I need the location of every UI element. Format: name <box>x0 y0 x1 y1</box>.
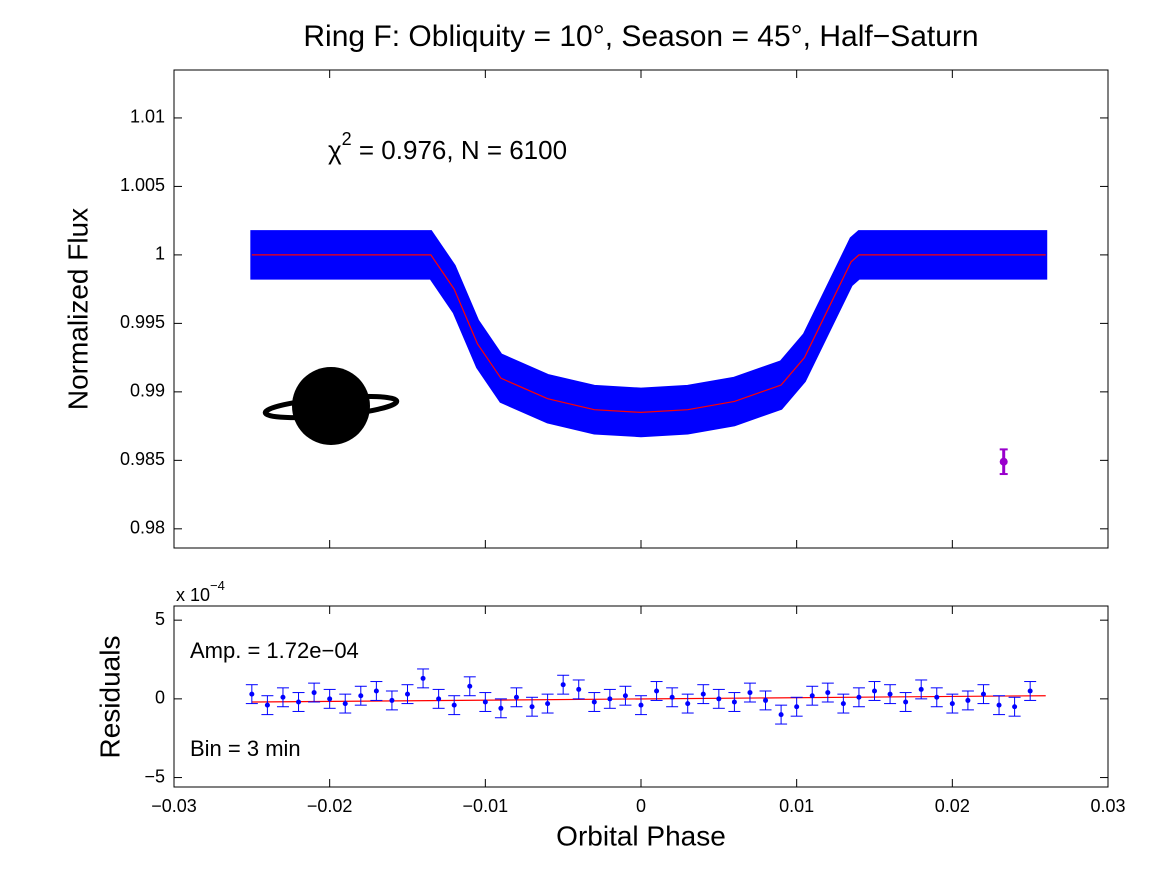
y-axis-label: Normalized Flux <box>62 208 93 410</box>
x-tick-label: −0.02 <box>307 796 353 816</box>
point <box>358 693 364 699</box>
point <box>622 693 628 699</box>
point <box>980 691 986 697</box>
point <box>872 688 877 694</box>
point <box>763 697 769 703</box>
point <box>327 696 333 702</box>
point <box>996 702 1002 708</box>
point <box>638 702 644 708</box>
point <box>669 694 675 700</box>
y-tick-label: 0.98 <box>130 518 165 538</box>
x-tick-label: 0.01 <box>779 796 814 816</box>
x-axis-label: Orbital Phase <box>556 820 726 851</box>
y-tick-label: 0 <box>155 688 165 708</box>
point <box>1027 688 1033 694</box>
multiplier-exponent: −4 <box>210 578 225 593</box>
point <box>342 701 348 707</box>
model-line <box>251 695 1046 703</box>
point <box>654 688 660 694</box>
point <box>999 457 1008 466</box>
y-tick-label: 0.985 <box>120 449 165 469</box>
y-tick-label: 1.01 <box>130 107 165 127</box>
x-tick-label: 0 <box>636 796 646 816</box>
point <box>809 693 815 699</box>
point <box>420 675 426 681</box>
x-tick-label: −0.03 <box>151 796 197 816</box>
point <box>794 704 800 710</box>
point <box>576 686 582 692</box>
point <box>903 699 909 705</box>
multiplier-base: x 10 <box>176 585 210 605</box>
x-tick-label: 0.02 <box>935 796 970 816</box>
point <box>700 691 706 697</box>
point <box>856 694 862 700</box>
point <box>747 690 753 696</box>
point <box>311 690 317 696</box>
point <box>280 694 286 700</box>
annotation-superscript: 2 <box>342 129 352 149</box>
point <box>451 702 457 708</box>
point <box>949 701 955 707</box>
point <box>778 712 784 718</box>
point <box>825 690 831 696</box>
y-tick-label: 0.99 <box>130 381 165 401</box>
point <box>264 702 270 708</box>
annotation: Bin = 3 min <box>190 736 301 761</box>
point <box>249 691 255 697</box>
point <box>498 705 504 711</box>
point <box>607 696 613 702</box>
annotation: Amp. = 1.72e−04 <box>190 638 359 663</box>
planet <box>292 367 370 445</box>
y-tick-label: 0.995 <box>120 312 165 332</box>
point <box>591 699 597 705</box>
point <box>965 697 971 703</box>
point <box>731 699 737 705</box>
point <box>840 701 846 707</box>
point <box>934 694 940 700</box>
y-tick-label: −5 <box>144 766 165 786</box>
point <box>436 696 442 702</box>
y-axis-label: Residuals <box>94 636 125 759</box>
y-tick-label: 1 <box>155 244 165 264</box>
point <box>918 686 924 692</box>
point <box>716 696 722 702</box>
point <box>513 694 519 700</box>
point <box>482 699 488 705</box>
annotation-symbol: χ <box>328 135 342 165</box>
model-line <box>251 254 1046 414</box>
point <box>389 697 395 703</box>
point <box>685 701 691 707</box>
annotation-text: = 0.976, N = 6100 <box>352 135 567 165</box>
point <box>405 691 410 697</box>
x-tick-label: 0.03 <box>1090 796 1125 816</box>
point <box>467 683 473 689</box>
point <box>529 704 535 710</box>
y-tick-label: 1.005 <box>120 175 165 195</box>
y-tick-label: 5 <box>155 609 165 629</box>
x-tick-label: −0.01 <box>463 796 509 816</box>
y-multiplier: x 10−4 <box>176 578 225 604</box>
point <box>545 701 551 707</box>
point <box>887 691 893 697</box>
point <box>373 688 379 694</box>
chart-title: Ring F: Obliquity = 10°, Season = 45°, H… <box>303 20 978 53</box>
point <box>1012 704 1018 710</box>
point <box>560 682 566 688</box>
annotation: χ2 = 0.976, N = 6100 <box>328 129 567 165</box>
point <box>296 699 302 705</box>
saturn-icon <box>262 367 400 445</box>
